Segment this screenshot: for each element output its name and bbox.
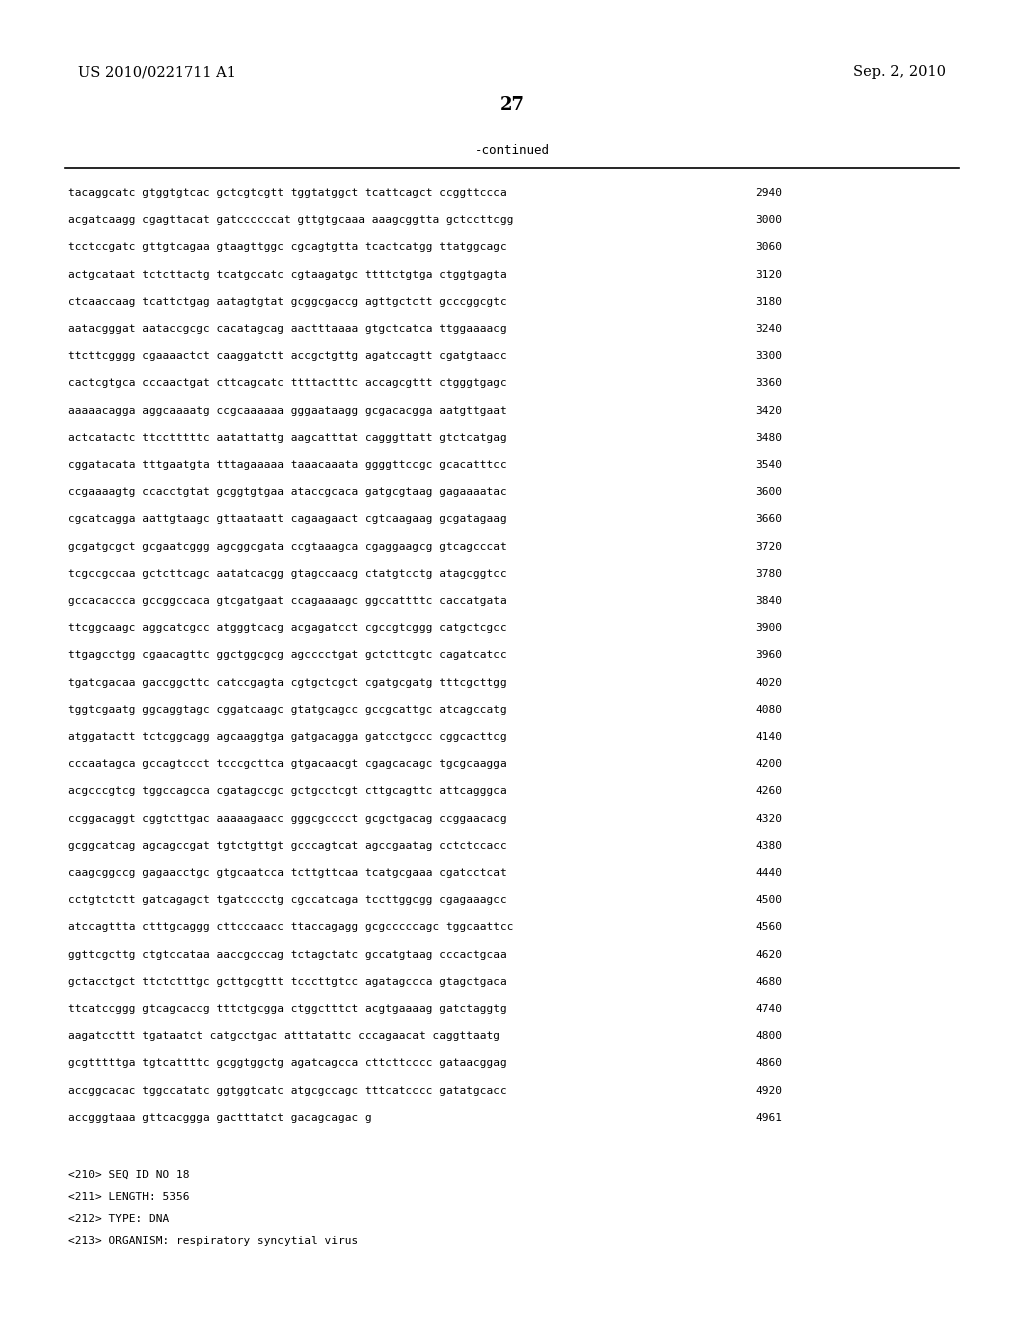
Text: 4740: 4740 (755, 1005, 782, 1014)
Text: cactcgtgca cccaactgat cttcagcatc ttttactttc accagcgttt ctgggtgagc: cactcgtgca cccaactgat cttcagcatc ttttact… (68, 379, 507, 388)
Text: ccgaaaagtg ccacctgtat gcggtgtgaa ataccgcaca gatgcgtaag gagaaaatac: ccgaaaagtg ccacctgtat gcggtgtgaa ataccgc… (68, 487, 507, 498)
Text: 4440: 4440 (755, 869, 782, 878)
Text: 3360: 3360 (755, 379, 782, 388)
Text: tggtcgaatg ggcaggtagc cggatcaagc gtatgcagcc gccgcattgc atcagccatg: tggtcgaatg ggcaggtagc cggatcaagc gtatgca… (68, 705, 507, 715)
Text: 4020: 4020 (755, 677, 782, 688)
Text: 3720: 3720 (755, 541, 782, 552)
Text: 4500: 4500 (755, 895, 782, 906)
Text: aagatccttt tgataatct catgcctgac atttatattc cccagaacat caggttaatg: aagatccttt tgataatct catgcctgac atttatat… (68, 1031, 500, 1041)
Text: Sep. 2, 2010: Sep. 2, 2010 (853, 65, 946, 79)
Text: acgcccgtcg tggccagcca cgatagccgc gctgcctcgt cttgcagttc attcagggca: acgcccgtcg tggccagcca cgatagccgc gctgcct… (68, 787, 507, 796)
Text: 3240: 3240 (755, 323, 782, 334)
Text: ctcaaccaag tcattctgag aatagtgtat gcggcgaccg agttgctctt gcccggcgtc: ctcaaccaag tcattctgag aatagtgtat gcggcga… (68, 297, 507, 306)
Text: 4140: 4140 (755, 733, 782, 742)
Text: 4560: 4560 (755, 923, 782, 932)
Text: 3600: 3600 (755, 487, 782, 498)
Text: tacaggcatc gtggtgtcac gctcgtcgtt tggtatggct tcattcagct ccggttccca: tacaggcatc gtggtgtcac gctcgtcgtt tggtatg… (68, 187, 507, 198)
Text: 4961: 4961 (755, 1113, 782, 1123)
Text: gcggcatcag agcagccgat tgtctgttgt gcccagtcat agccgaatag cctctccacc: gcggcatcag agcagccgat tgtctgttgt gcccagt… (68, 841, 507, 851)
Text: gccacaccca gccggccaca gtcgatgaat ccagaaaagc ggccattttc caccatgata: gccacaccca gccggccaca gtcgatgaat ccagaaa… (68, 597, 507, 606)
Text: 4260: 4260 (755, 787, 782, 796)
Text: <210> SEQ ID NO 18: <210> SEQ ID NO 18 (68, 1170, 189, 1180)
Text: -continued: -continued (474, 144, 550, 157)
Text: <212> TYPE: DNA: <212> TYPE: DNA (68, 1214, 169, 1224)
Text: tcctccgatc gttgtcagaa gtaagttggc cgcagtgtta tcactcatgg ttatggcagc: tcctccgatc gttgtcagaa gtaagttggc cgcagtg… (68, 243, 507, 252)
Text: US 2010/0221711 A1: US 2010/0221711 A1 (78, 65, 236, 79)
Text: <213> ORGANISM: respiratory syncytial virus: <213> ORGANISM: respiratory syncytial vi… (68, 1236, 358, 1246)
Text: 4800: 4800 (755, 1031, 782, 1041)
Text: 3000: 3000 (755, 215, 782, 226)
Text: 3300: 3300 (755, 351, 782, 362)
Text: acgatcaagg cgagttacat gatccccccat gttgtgcaaa aaagcggtta gctccttcgg: acgatcaagg cgagttacat gatccccccat gttgtg… (68, 215, 513, 226)
Text: ggttcgcttg ctgtccataa aaccgcccag tctagctatc gccatgtaag cccactgcaa: ggttcgcttg ctgtccataa aaccgcccag tctagct… (68, 949, 507, 960)
Text: ttgagcctgg cgaacagttc ggctggcgcg agcccctgat gctcttcgtc cagatcatcc: ttgagcctgg cgaacagttc ggctggcgcg agcccct… (68, 651, 507, 660)
Text: tgatcgacaa gaccggcttc catccgagta cgtgctcgct cgatgcgatg tttcgcttgg: tgatcgacaa gaccggcttc catccgagta cgtgctc… (68, 677, 507, 688)
Text: ttcggcaagc aggcatcgcc atgggtcacg acgagatcct cgccgtcggg catgctcgcc: ttcggcaagc aggcatcgcc atgggtcacg acgagat… (68, 623, 507, 634)
Text: 3540: 3540 (755, 459, 782, 470)
Text: gcgtttttga tgtcattttc gcggtggctg agatcagcca cttcttcccc gataacggag: gcgtttttga tgtcattttc gcggtggctg agatcag… (68, 1059, 507, 1068)
Text: gctacctgct ttctctttgc gcttgcgttt tcccttgtcc agatagccca gtagctgaca: gctacctgct ttctctttgc gcttgcgttt tcccttg… (68, 977, 507, 987)
Text: cggatacata tttgaatgta tttagaaaaa taaacaaata ggggttccgc gcacatttcc: cggatacata tttgaatgta tttagaaaaa taaacaa… (68, 459, 507, 470)
Text: caagcggccg gagaacctgc gtgcaatcca tcttgttcaa tcatgcgaaa cgatcctcat: caagcggccg gagaacctgc gtgcaatcca tcttgtt… (68, 869, 507, 878)
Text: aatacgggat aataccgcgc cacatagcag aactttaaaa gtgctcatca ttggaaaacg: aatacgggat aataccgcgc cacatagcag aacttta… (68, 323, 507, 334)
Text: 3780: 3780 (755, 569, 782, 578)
Text: 4860: 4860 (755, 1059, 782, 1068)
Text: 3660: 3660 (755, 515, 782, 524)
Text: 4200: 4200 (755, 759, 782, 770)
Text: 3960: 3960 (755, 651, 782, 660)
Text: cccaatagca gccagtccct tcccgcttca gtgacaacgt cgagcacagc tgcgcaagga: cccaatagca gccagtccct tcccgcttca gtgacaa… (68, 759, 507, 770)
Text: ttcatccggg gtcagcaccg tttctgcgga ctggctttct acgtgaaaag gatctaggtg: ttcatccggg gtcagcaccg tttctgcgga ctggctt… (68, 1005, 507, 1014)
Text: 4320: 4320 (755, 813, 782, 824)
Text: 3420: 3420 (755, 405, 782, 416)
Text: cgcatcagga aattgtaagc gttaataatt cagaagaact cgtcaagaag gcgatagaag: cgcatcagga aattgtaagc gttaataatt cagaaga… (68, 515, 507, 524)
Text: accggcacac tggccatatc ggtggtcatc atgcgccagc tttcatcccc gatatgcacc: accggcacac tggccatatc ggtggtcatc atgcgcc… (68, 1085, 507, 1096)
Text: aaaaacagga aggcaaaatg ccgcaaaaaa gggaataagg gcgacacgga aatgttgaat: aaaaacagga aggcaaaatg ccgcaaaaaa gggaata… (68, 405, 507, 416)
Text: cctgtctctt gatcagagct tgatcccctg cgccatcaga tccttggcgg cgagaaagcc: cctgtctctt gatcagagct tgatcccctg cgccatc… (68, 895, 507, 906)
Text: 2940: 2940 (755, 187, 782, 198)
Text: 3120: 3120 (755, 269, 782, 280)
Text: tcgccgccaa gctcttcagc aatatcacgg gtagccaacg ctatgtcctg atagcggtcc: tcgccgccaa gctcttcagc aatatcacgg gtagcca… (68, 569, 507, 578)
Text: gcgatgcgct gcgaatcggg agcggcgata ccgtaaagca cgaggaagcg gtcagcccat: gcgatgcgct gcgaatcggg agcggcgata ccgtaaa… (68, 541, 507, 552)
Text: actgcataat tctcttactg tcatgccatc cgtaagatgc ttttctgtga ctggtgagta: actgcataat tctcttactg tcatgccatc cgtaaga… (68, 269, 507, 280)
Text: 4080: 4080 (755, 705, 782, 715)
Text: 27: 27 (500, 96, 524, 114)
Text: <211> LENGTH: 5356: <211> LENGTH: 5356 (68, 1192, 189, 1203)
Text: atccagttta ctttgcaggg cttcccaacc ttaccagagg gcgcccccagc tggcaattcc: atccagttta ctttgcaggg cttcccaacc ttaccag… (68, 923, 513, 932)
Text: atggatactt tctcggcagg agcaaggtga gatgacagga gatcctgccc cggcacttcg: atggatactt tctcggcagg agcaaggtga gatgaca… (68, 733, 507, 742)
Text: 3840: 3840 (755, 597, 782, 606)
Text: actcatactc ttcctttttc aatattattg aagcatttat cagggttatt gtctcatgag: actcatactc ttcctttttc aatattattg aagcatt… (68, 433, 507, 442)
Text: ttcttcgggg cgaaaactct caaggatctt accgctgttg agatccagtt cgatgtaacc: ttcttcgggg cgaaaactct caaggatctt accgctg… (68, 351, 507, 362)
Text: 3480: 3480 (755, 433, 782, 442)
Text: accgggtaaa gttcacggga gactttatct gacagcagac g: accgggtaaa gttcacggga gactttatct gacagca… (68, 1113, 372, 1123)
Text: 4380: 4380 (755, 841, 782, 851)
Text: ccggacaggt cggtcttgac aaaaagaacc gggcgcccct gcgctgacag ccggaacacg: ccggacaggt cggtcttgac aaaaagaacc gggcgcc… (68, 813, 507, 824)
Text: 4920: 4920 (755, 1085, 782, 1096)
Text: 4620: 4620 (755, 949, 782, 960)
Text: 3180: 3180 (755, 297, 782, 306)
Text: 4680: 4680 (755, 977, 782, 987)
Text: 3060: 3060 (755, 243, 782, 252)
Text: 3900: 3900 (755, 623, 782, 634)
